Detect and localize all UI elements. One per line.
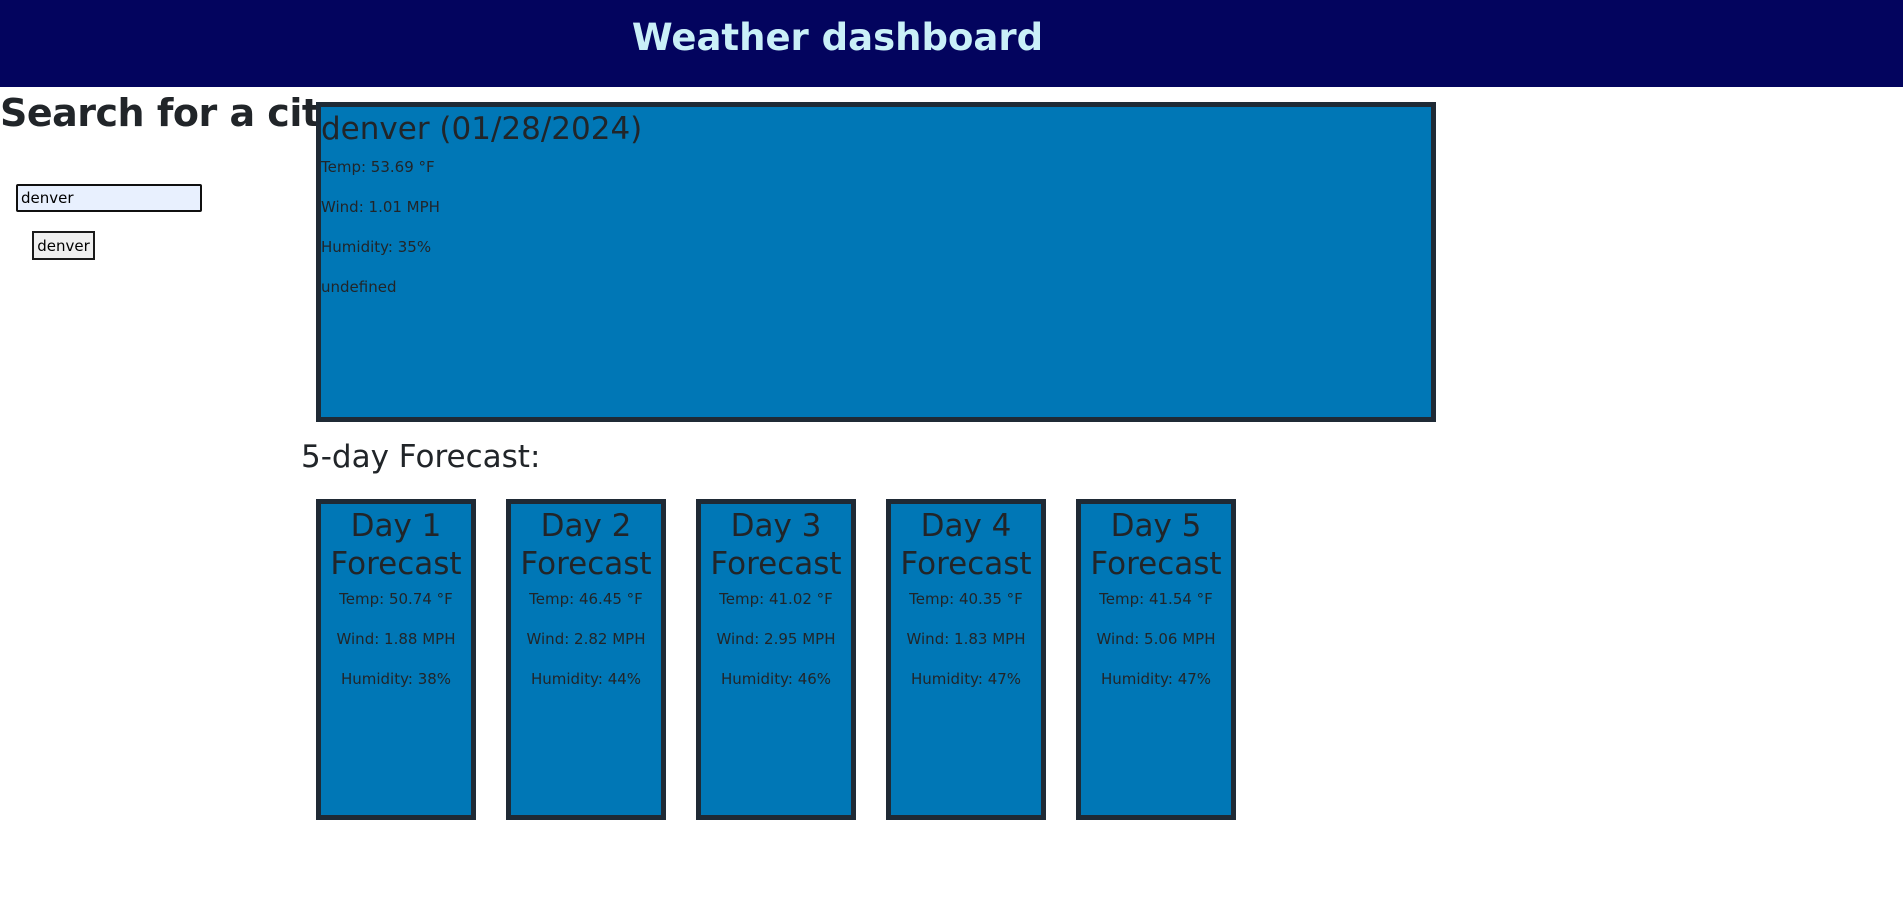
current-temp: Temp: 53.69 °F bbox=[321, 158, 435, 176]
page-title: Weather dashboard bbox=[631, 16, 1044, 59]
forecast-humidity: Humidity: 47% bbox=[1100, 670, 1212, 688]
forecast-card-day-4: Day 4 Forecast Temp: 40.35 °F Wind: 1.83 … bbox=[886, 499, 1046, 820]
history-button-denver[interactable]: denver bbox=[32, 231, 95, 260]
forecast-humidity: Humidity: 46% bbox=[720, 670, 832, 688]
forecast-temp: Temp: 40.35 °F bbox=[909, 590, 1023, 608]
current-extra: undefined bbox=[321, 278, 397, 296]
forecast-wind: Wind: 5.06 MPH bbox=[1096, 630, 1216, 648]
forecast-temp: Temp: 41.02 °F bbox=[719, 590, 833, 608]
forecast-card-day-2: Day 2 Forecast Temp: 46.45 °F Wind: 2.82 … bbox=[506, 499, 666, 820]
forecast-day-title: Day 5 Forecast bbox=[1090, 508, 1222, 582]
search-heading: Search for a city: bbox=[0, 91, 359, 135]
forecast-day-title: Day 4 Forecast bbox=[900, 508, 1032, 582]
forecast-card-day-5: Day 5 Forecast Temp: 41.54 °F Wind: 5.06 … bbox=[1076, 499, 1236, 820]
forecast-humidity: Humidity: 38% bbox=[340, 670, 452, 688]
page-header: Weather dashboard bbox=[0, 0, 1903, 87]
forecast-temp: Temp: 46.45 °F bbox=[529, 590, 643, 608]
forecast-humidity: Humidity: 47% bbox=[910, 670, 1022, 688]
forecast-temp: Temp: 50.74 °F bbox=[339, 590, 453, 608]
current-city-title: denver (01/28/2024) bbox=[321, 111, 643, 147]
forecast-temp: Temp: 41.54 °F bbox=[1099, 590, 1213, 608]
forecast-day-title: Day 1 Forecast bbox=[330, 508, 462, 582]
forecast-card-day-3: Day 3 Forecast Temp: 41.02 °F Wind: 2.95 … bbox=[696, 499, 856, 820]
city-search-input[interactable] bbox=[16, 184, 202, 212]
forecast-wind: Wind: 2.82 MPH bbox=[526, 630, 646, 648]
forecast-day-title: Day 2 Forecast bbox=[520, 508, 652, 582]
current-wind: Wind: 1.01 MPH bbox=[321, 198, 440, 216]
forecast-wind: Wind: 1.88 MPH bbox=[336, 630, 456, 648]
forecast-card-day-1: Day 1 Forecast Temp: 50.74 °F Wind: 1.88 … bbox=[316, 499, 476, 820]
current-weather-card: denver (01/28/2024) Temp: 53.69 °F Wind:… bbox=[316, 102, 1436, 422]
forecast-wind: Wind: 2.95 MPH bbox=[716, 630, 836, 648]
current-humidity: Humidity: 35% bbox=[321, 238, 432, 256]
forecast-wind: Wind: 1.83 MPH bbox=[906, 630, 1026, 648]
forecast-humidity: Humidity: 44% bbox=[530, 670, 642, 688]
forecast-heading: 5-day Forecast: bbox=[301, 439, 541, 475]
forecast-day-title: Day 3 Forecast bbox=[710, 508, 842, 582]
